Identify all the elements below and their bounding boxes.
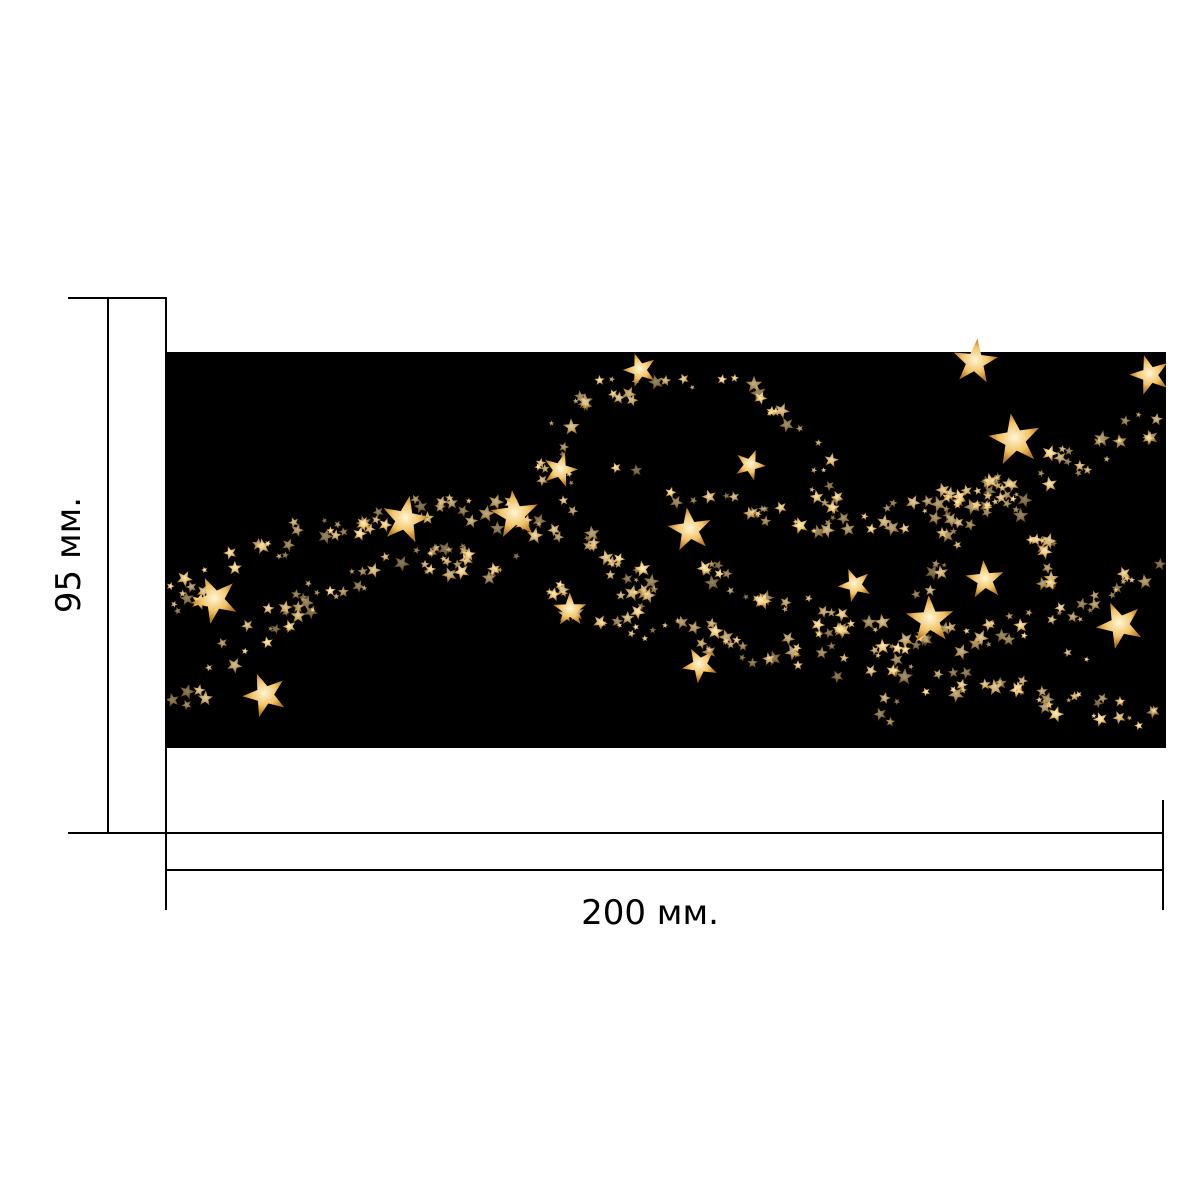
height-label: 95 мм.	[49, 497, 89, 613]
height-dimension-box	[107, 297, 167, 834]
width-label: 200 мм.	[581, 893, 719, 933]
